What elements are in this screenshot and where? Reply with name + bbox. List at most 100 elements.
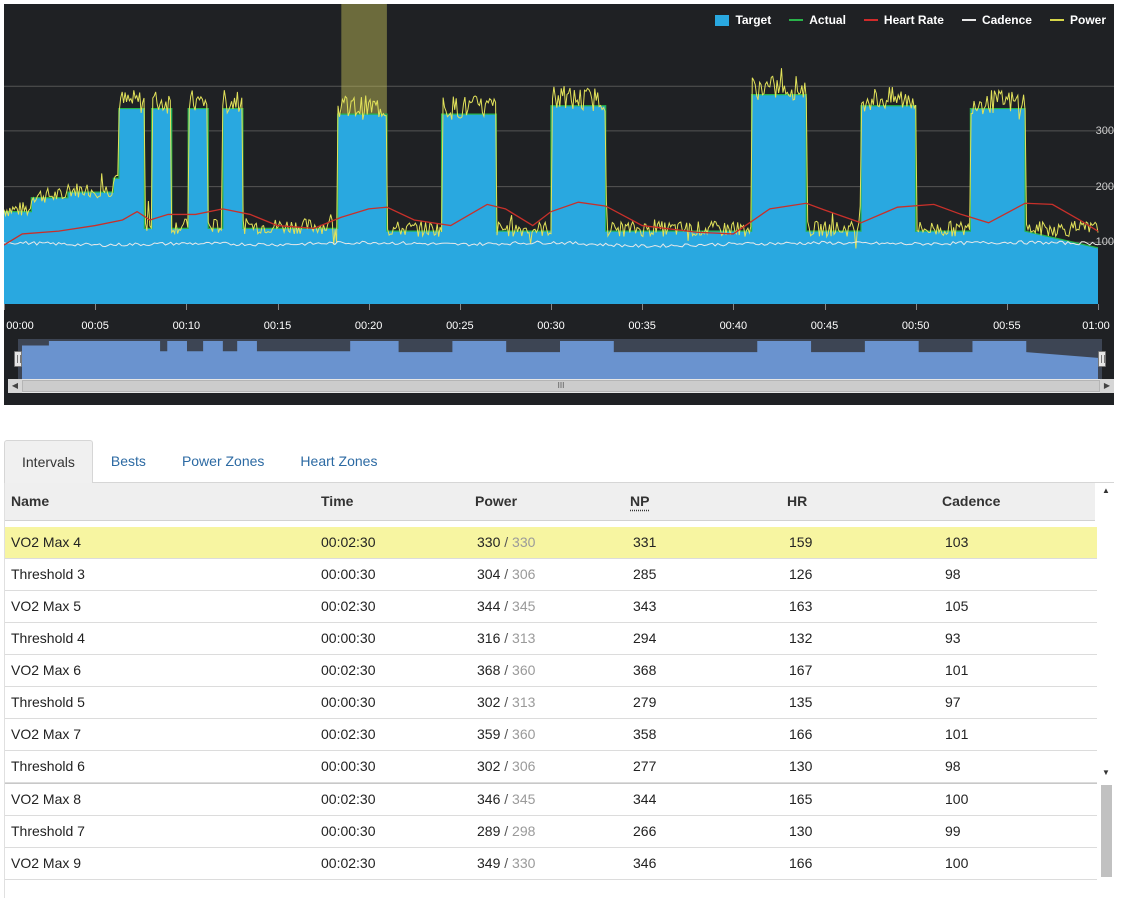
tab-bests[interactable]: Bests (110, 453, 146, 469)
analysis-tabs: Intervals Bests Power Zones Heart Zones (4, 440, 1114, 483)
table-vertical-scrollbar[interactable]: ▲ ▼ (1098, 483, 1114, 783)
power-actual: 368 (477, 662, 501, 678)
cell-name: VO2 Max 8 (11, 791, 82, 807)
cell-time: 00:02:30 (321, 791, 376, 807)
table-row[interactable]: VO2 Max 5 00:02:30 344 / 345 343 163 105 (5, 591, 1097, 623)
cell-name: Threshold 3 (11, 566, 85, 582)
cell-power: 304 / 306 (477, 559, 535, 591)
cell-power: 302 / 313 (477, 687, 535, 719)
power-target: 298 (512, 823, 536, 839)
legend-item-actual[interactable]: Actual (789, 13, 846, 27)
cell-cadence: 93 (945, 630, 961, 646)
x-tick-mark (1098, 304, 1099, 310)
x-tick-mark (551, 304, 552, 310)
cell-np: 346 (633, 855, 657, 871)
table-row[interactable]: Threshold 6 00:00:30 302 / 306 277 130 98 (5, 751, 1097, 783)
table-header: Name Time Power NP HR Cadence (5, 483, 1095, 521)
navigator-scrollbar[interactable]: ◀ III ▶ (8, 379, 1114, 393)
x-tick-label: 00:30 (537, 320, 565, 332)
cell-power: 289 / 298 (477, 816, 535, 848)
cell-cadence: 101 (945, 662, 969, 678)
column-header-time[interactable]: Time (321, 493, 354, 509)
table-row[interactable]: Threshold 4 00:00:30 316 / 313 294 132 93 (5, 623, 1097, 655)
x-tick-label: 00:10 (172, 320, 201, 332)
navigator-right-handle[interactable] (1098, 351, 1106, 367)
table-row[interactable]: Threshold 3 00:00:30 304 / 306 285 126 98 (5, 559, 1097, 591)
navigator-target-area (22, 341, 1098, 379)
legend-item-power[interactable]: Power (1049, 13, 1106, 27)
power-line-series (4, 68, 1099, 249)
table-scroll-thumb[interactable] (1101, 785, 1112, 877)
x-tick-mark (642, 304, 644, 310)
tab-intervals[interactable]: Intervals (4, 440, 93, 483)
x-tick-label: 00:05 (81, 320, 109, 332)
cell-time: 00:00:30 (321, 758, 376, 774)
cell-power: 368 / 360 (477, 655, 535, 687)
intervals-table: Name Time Power NP HR Cadence VO2 Max 4 0… (4, 483, 1114, 898)
legend-label-actual: Actual (809, 13, 846, 27)
column-header-cadence[interactable]: Cadence (942, 493, 1001, 509)
column-header-power[interactable]: Power (475, 493, 518, 509)
navigator-left-handle[interactable] (14, 351, 22, 367)
table-row[interactable]: VO2 Max 9 00:02:30 349 / 330 346 166 100 (5, 848, 1097, 880)
table-row[interactable]: Threshold 7 00:00:30 289 / 298 266 130 99 (5, 816, 1097, 848)
cell-hr: 159 (789, 534, 813, 550)
tab-heart-zones[interactable]: Heart Zones (300, 453, 378, 469)
cell-time: 00:02:30 (321, 662, 376, 678)
cell-power: 359 / 360 (477, 719, 535, 751)
legend-item-heart-rate[interactable]: Heart Rate (863, 13, 944, 27)
navigator-scroll-thumb[interactable]: III (22, 380, 1100, 392)
x-tick-label: 00:50 (901, 320, 930, 332)
column-header-name[interactable]: Name (11, 493, 50, 509)
cell-power: 344 / 345 (477, 591, 535, 623)
x-tick-label: 00:35 (628, 320, 656, 332)
tab-power-zones[interactable]: Power Zones (181, 453, 265, 469)
cell-name: VO2 Max 5 (11, 598, 82, 614)
power-target: 330 (512, 534, 536, 550)
x-tick-mark (733, 304, 735, 310)
table-lower-scrollbar[interactable] (1098, 783, 1114, 880)
table-row[interactable]: VO2 Max 7 00:02:30 359 / 360 358 166 101 (5, 719, 1097, 751)
legend-swatch-actual (789, 19, 804, 21)
y-tick-label-2: 300 (1095, 124, 1114, 137)
cell-np: 358 (633, 726, 657, 742)
table-row[interactable]: VO2 Max 6 00:02:30 368 / 360 368 167 101 (5, 655, 1097, 687)
power-target: 330 (512, 855, 536, 871)
column-header-np[interactable]: NP (630, 493, 650, 509)
scroll-up-arrow-icon[interactable]: ▲ (1102, 486, 1110, 495)
power-actual: 359 (477, 726, 501, 742)
workout-chart[interactable]: Target Actual Heart Rate Cadence Power 0… (4, 4, 1114, 405)
legend-swatch-heart-rate (863, 19, 878, 21)
table-row[interactable]: VO2 Max 8 00:02:30 346 / 345 344 165 100 (5, 784, 1097, 816)
x-tick-mark (186, 304, 188, 310)
cell-np: 294 (633, 630, 657, 646)
cell-name: Threshold 5 (11, 694, 85, 710)
cell-hr: 167 (789, 662, 813, 678)
x-tick-label: 00:00 (6, 320, 34, 332)
cell-name: Threshold 4 (11, 630, 85, 646)
cell-name: Threshold 7 (11, 823, 85, 839)
y-tick-label-0: 100 (1095, 236, 1114, 249)
scroll-left-arrow-icon[interactable]: ◀ (8, 379, 22, 393)
scroll-down-arrow-icon[interactable]: ▼ (1102, 768, 1110, 777)
power-target: 345 (512, 598, 536, 614)
cell-np: 266 (633, 823, 657, 839)
table-row[interactable]: Threshold 5 00:00:30 302 / 313 279 135 97 (5, 687, 1097, 719)
legend-item-target[interactable]: Target (715, 13, 771, 27)
main-chart-plot[interactable] (4, 4, 1114, 304)
cell-np: 343 (633, 598, 657, 614)
range-navigator[interactable] (14, 339, 1106, 379)
x-tick-mark (915, 304, 917, 310)
power-separator: / (500, 855, 513, 871)
cell-cadence: 103 (945, 534, 969, 550)
table-row[interactable]: VO2 Max 4 00:02:30 330 / 330 331 159 103 (5, 527, 1097, 559)
column-header-hr[interactable]: HR (787, 493, 808, 509)
power-separator: / (500, 694, 513, 710)
scroll-right-arrow-icon[interactable]: ▶ (1100, 379, 1114, 393)
power-target: 360 (512, 662, 536, 678)
x-tick-mark (4, 304, 5, 310)
power-target: 345 (512, 791, 536, 807)
legend-item-cadence[interactable]: Cadence (961, 13, 1032, 27)
chart-legend: Target Actual Heart Rate Cadence Power (715, 13, 1106, 27)
cell-cadence: 97 (945, 694, 961, 710)
